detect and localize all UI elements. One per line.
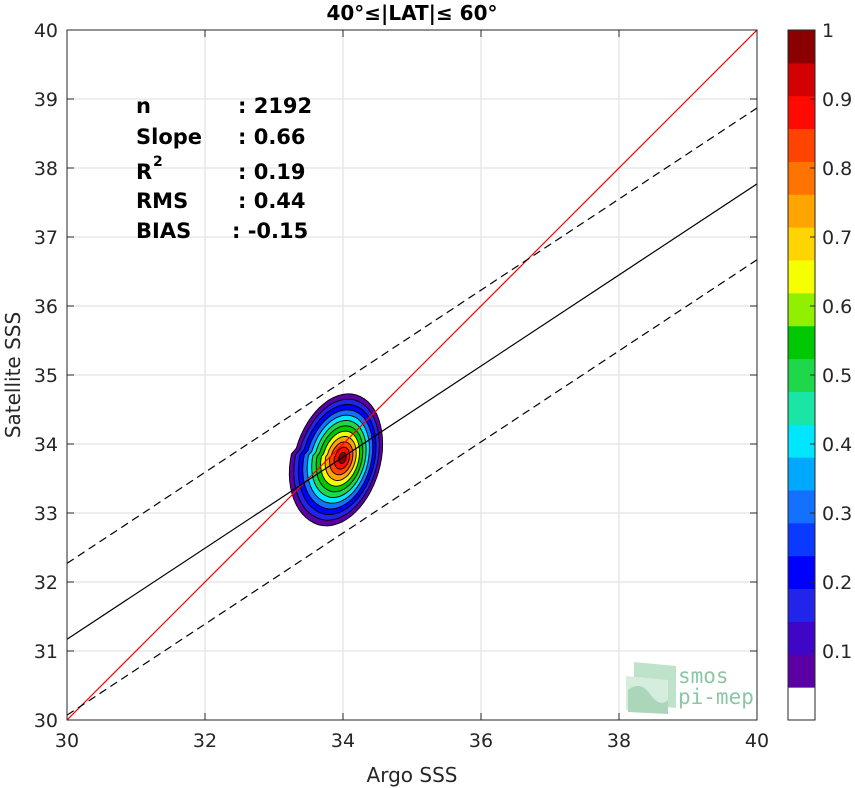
stat-label-rms: RMS bbox=[136, 189, 188, 213]
colorbar-ticks: 0.1 0.2 0.3 0.4 0.5 0.6 0.7 0.8 0.9 1 bbox=[810, 20, 852, 663]
colorbar-segment-2 bbox=[788, 621, 815, 655]
y-tick-label-31: 31 bbox=[34, 641, 58, 663]
stat-value-rms: : 0.44 bbox=[238, 189, 306, 213]
logo-wave-icon bbox=[626, 662, 676, 714]
colorbar-segment-0 bbox=[788, 687, 815, 721]
line-identity bbox=[67, 30, 757, 720]
chart-title: 40°≤|LAT|≤ 60° bbox=[326, 1, 497, 25]
stat-value-r2: : 0.19 bbox=[238, 160, 306, 184]
y-axis-ticks: 30 31 32 33 34 35 36 37 38 39 40 bbox=[34, 20, 757, 732]
stat-label-n: n bbox=[136, 94, 151, 118]
line-fit bbox=[67, 183, 757, 640]
colorbar-tick-label-0.4: 0.4 bbox=[822, 434, 852, 456]
y-tick-label-39: 39 bbox=[34, 89, 58, 111]
colorbar-segment-12 bbox=[788, 292, 815, 327]
colorbar-segment-17 bbox=[788, 128, 815, 162]
smos-pi-mep-logo: smos pi-mep bbox=[626, 662, 754, 714]
y-tick-label-38: 38 bbox=[34, 158, 58, 180]
colorbar-tick-label-0.7: 0.7 bbox=[822, 227, 852, 249]
x-axis-ticks: 30 32 34 36 38 40 bbox=[55, 30, 769, 752]
colorbar-tick-label-0.3: 0.3 bbox=[822, 503, 852, 525]
stat-label-bias: BIAS bbox=[136, 219, 191, 243]
logo-text-line2: pi-mep bbox=[678, 685, 754, 709]
colorbar-tick-label-0.8: 0.8 bbox=[822, 158, 852, 180]
line-fit-plus bbox=[67, 107, 757, 564]
colorbar-tick-label-1: 1 bbox=[822, 20, 834, 42]
x-tick-label-32: 32 bbox=[193, 730, 217, 752]
x-tick-label-34: 34 bbox=[331, 730, 355, 752]
x-tick-label-30: 30 bbox=[55, 730, 79, 752]
colorbar-segment-19 bbox=[788, 62, 815, 97]
line-fit-minus bbox=[67, 259, 757, 716]
colorbar-segment-1 bbox=[788, 654, 815, 688]
y-tick-label-30: 30 bbox=[34, 710, 58, 732]
x-tick-label-38: 38 bbox=[607, 730, 631, 752]
stat-value-slope: : 0.66 bbox=[238, 125, 306, 149]
stat-value-bias: : -0.15 bbox=[232, 219, 308, 243]
x-axis-label: Argo SSS bbox=[367, 763, 458, 787]
colorbar-segment-14 bbox=[788, 227, 815, 261]
colorbar-tick-label-0.6: 0.6 bbox=[822, 296, 852, 318]
colorbar-segment-3 bbox=[788, 588, 815, 622]
statistics-box: n : 2192 Slope : 0.66 R 2 : 0.19 RMS : 0… bbox=[136, 94, 312, 243]
y-tick-label-35: 35 bbox=[34, 365, 58, 387]
colorbar-segment-16 bbox=[788, 161, 815, 195]
colorbar-segment-13 bbox=[788, 260, 815, 294]
colorbar-tick-label-0.1: 0.1 bbox=[822, 641, 852, 663]
y-tick-label-33: 33 bbox=[34, 503, 58, 525]
y-tick-label-37: 37 bbox=[34, 227, 58, 249]
colorbar-segment-15 bbox=[788, 194, 815, 228]
x-tick-label-36: 36 bbox=[469, 730, 493, 752]
regression-lines bbox=[67, 30, 757, 720]
colorbar-tick-label-0.5: 0.5 bbox=[822, 365, 852, 387]
colorbar-segment-6 bbox=[788, 490, 815, 524]
colorbar-segment-11 bbox=[788, 325, 815, 360]
stat-value-n: : 2192 bbox=[238, 94, 312, 118]
y-tick-label-32: 32 bbox=[34, 572, 58, 594]
stat-label-r2-superscript: 2 bbox=[153, 154, 163, 170]
x-tick-label-40: 40 bbox=[745, 730, 769, 752]
colorbar-tick-label-0.2: 0.2 bbox=[822, 572, 852, 594]
colorbar-segment-4 bbox=[788, 555, 815, 590]
colorbar-segment-18 bbox=[788, 95, 815, 130]
stat-label-slope: Slope bbox=[136, 125, 202, 149]
y-axis-label: Satellite SSS bbox=[1, 312, 25, 438]
colorbar-segment-8 bbox=[788, 424, 815, 458]
colorbar bbox=[788, 30, 815, 721]
y-tick-label-36: 36 bbox=[34, 296, 58, 318]
grid-lines bbox=[66, 29, 758, 721]
colorbar-segment-9 bbox=[788, 391, 815, 425]
colorbar-segment-5 bbox=[788, 522, 815, 557]
stat-label-r2: R bbox=[136, 160, 152, 184]
y-tick-label-40: 40 bbox=[34, 20, 58, 42]
y-tick-label-34: 34 bbox=[34, 434, 58, 456]
colorbar-tick-label-0.9: 0.9 bbox=[822, 89, 852, 111]
colorbar-segment-7 bbox=[788, 457, 815, 491]
colorbar-segment-20 bbox=[788, 30, 815, 64]
logo-text-line1: smos bbox=[678, 664, 729, 688]
